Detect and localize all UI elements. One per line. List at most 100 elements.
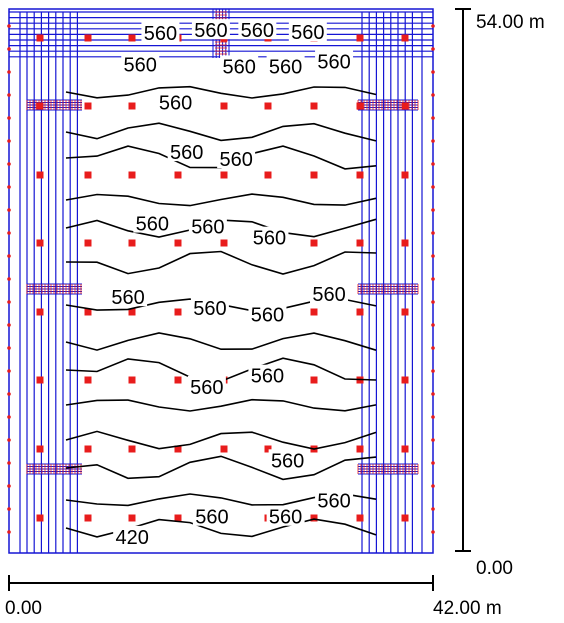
calculation-point (128, 308, 136, 316)
edge-point (7, 208, 11, 212)
contour-label: 560 (170, 142, 203, 164)
contour-label: 560 (194, 20, 227, 42)
contour-label: 560 (195, 507, 228, 529)
edge-point (431, 507, 435, 511)
vertical-bottom-label: 0.00 (476, 558, 513, 579)
contour-label: 560 (124, 54, 157, 76)
edge-point (7, 346, 11, 350)
edge-point (431, 93, 435, 97)
calculation-point (401, 445, 409, 453)
edge-point (7, 507, 11, 511)
calculation-point (220, 239, 228, 247)
contour-label: 560 (317, 51, 350, 73)
edge-point (431, 185, 435, 189)
calculation-point (128, 514, 136, 522)
calculation-point (264, 445, 272, 453)
contour-label-bg (109, 286, 148, 307)
contour-label-bg (167, 141, 206, 162)
site-boundary (8, 8, 434, 554)
contour-label: 560 (144, 23, 177, 45)
calculation-point (36, 102, 44, 110)
calculation-point (36, 239, 44, 247)
contour-label-bg (192, 505, 231, 526)
calculation-point (84, 239, 92, 247)
contour-label: 560 (251, 366, 284, 388)
edge-point (431, 70, 435, 74)
edge-point (431, 346, 435, 350)
edge-point (7, 415, 11, 419)
calculation-point (310, 102, 318, 110)
contour-label-bg (141, 22, 180, 43)
vertical-scale-bar: 54.00 m 0.00 (455, 8, 545, 579)
calculation-point (128, 445, 136, 453)
calculation-point (84, 514, 92, 522)
edge-point (431, 300, 435, 304)
calculation-point (84, 308, 92, 316)
contour-line (65, 85, 377, 99)
edge-point (7, 162, 11, 166)
calculation-point (36, 308, 44, 316)
contour-label-bg (266, 505, 305, 526)
calculation-point (310, 239, 318, 247)
calculation-point (36, 171, 44, 179)
edge-point (7, 461, 11, 465)
calculation-point (128, 34, 136, 42)
contour-label: 560 (253, 228, 286, 250)
calculation-point (401, 514, 409, 522)
contour-label: 560 (317, 491, 350, 513)
contour-label: 560 (251, 304, 284, 326)
calculation-point (84, 376, 92, 384)
edge-point (431, 461, 435, 465)
contour-label: 560 (269, 56, 302, 78)
contour-label-bg (266, 55, 305, 76)
calculation-point (128, 376, 136, 384)
calculation-point (401, 239, 409, 247)
horizontal-start-label: 0.00 (5, 598, 42, 619)
calculation-point (84, 102, 92, 110)
contour-label-bg (288, 21, 327, 42)
contour-label-bg (310, 283, 349, 304)
contour-label-bg (113, 525, 152, 546)
horizontal-end-label: 42.00 m (433, 598, 502, 619)
contour-label-bg (121, 53, 160, 74)
contour-label-bg (190, 297, 229, 318)
horizontal-scale-bar: 0.00 42.00 m (5, 575, 502, 619)
contour-label: 560 (291, 22, 324, 44)
calculation-point (356, 171, 364, 179)
contour-label-bg (187, 375, 226, 396)
contour-line (65, 398, 377, 412)
edge-point (7, 323, 11, 327)
contour-label-bg (133, 212, 172, 233)
contour-label: 560 (111, 287, 144, 309)
contour-label: 560 (193, 298, 226, 320)
contour-label-bg (268, 449, 307, 470)
edge-point (7, 392, 11, 396)
edge-point (431, 47, 435, 51)
calculation-point (310, 514, 318, 522)
edge-point (431, 530, 435, 534)
contour-label-bg (191, 19, 230, 40)
calculation-point (264, 102, 272, 110)
edge-point (7, 369, 11, 373)
edge-point (431, 24, 435, 28)
edge-point (431, 323, 435, 327)
calculation-point (356, 102, 364, 110)
edge-point (7, 231, 11, 235)
contour-labels: 560 560 560 560 560 560 560 560 560 560 560 560 560 5… (109, 19, 354, 549)
calculation-point (356, 514, 364, 522)
contour-line (65, 455, 377, 481)
calculation-point (401, 34, 409, 42)
edge-point (7, 277, 11, 281)
calculation-point (36, 34, 44, 42)
edge-point (7, 185, 11, 189)
edge-point (7, 93, 11, 97)
contour-label-bg (315, 50, 354, 71)
calculation-point (401, 376, 409, 384)
calculation-point (36, 376, 44, 384)
edge-point (431, 162, 435, 166)
calculation-point (128, 102, 136, 110)
edge-point (431, 116, 435, 120)
calculation-point (220, 445, 228, 453)
calculation-point (356, 239, 364, 247)
